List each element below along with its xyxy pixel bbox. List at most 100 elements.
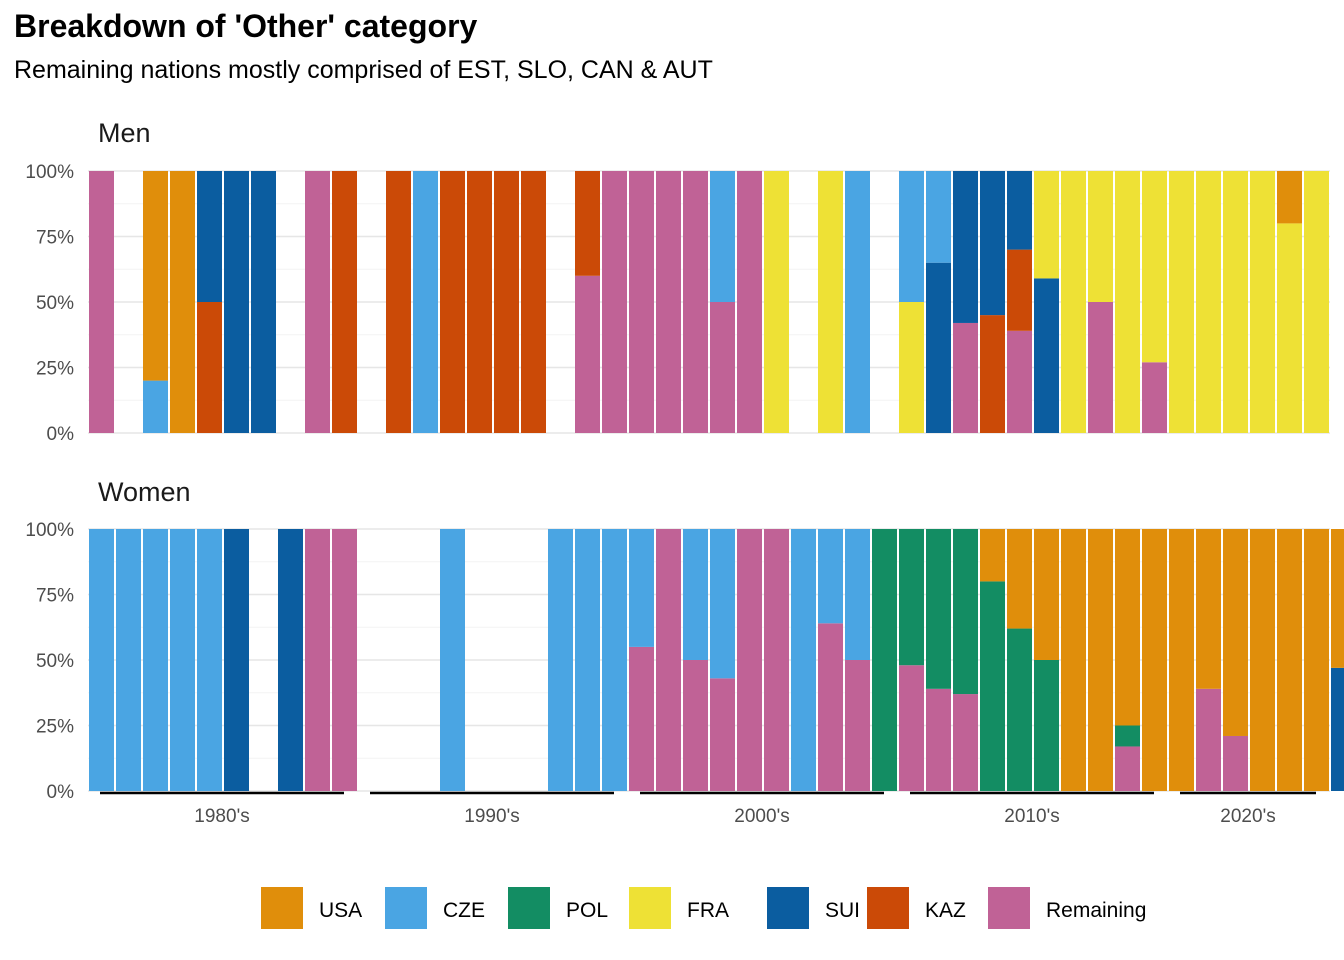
bar-segment-kaz bbox=[980, 315, 1005, 433]
bar-segment-pol bbox=[872, 529, 897, 791]
legend-label-fra: FRA bbox=[687, 899, 729, 922]
bar-segment-remaining bbox=[683, 660, 708, 791]
bar-segment-cze bbox=[89, 529, 114, 791]
legend-key-remaining bbox=[988, 887, 1030, 929]
bar-segment-kaz bbox=[1007, 249, 1032, 331]
bar-segment-fra bbox=[1088, 171, 1113, 302]
bar-segment-remaining bbox=[1223, 735, 1248, 791]
bar-segment-kaz bbox=[440, 171, 465, 433]
legend-key-sui bbox=[767, 887, 809, 929]
bar-segment-cze bbox=[791, 529, 816, 791]
bar-segment-remaining bbox=[926, 688, 951, 791]
facet-label-men: Men bbox=[98, 118, 151, 148]
chart-title: Breakdown of 'Other' category bbox=[14, 8, 478, 44]
bar-segment-usa bbox=[143, 171, 168, 381]
bar-segment-fra bbox=[1142, 171, 1167, 363]
bar-segment-cze bbox=[629, 529, 654, 647]
bar-segment-remaining bbox=[656, 529, 681, 791]
bar-segment-remaining bbox=[629, 646, 654, 791]
bar-segment-fra bbox=[1304, 171, 1329, 433]
legend-item-usa: USA bbox=[261, 887, 362, 929]
bar-segment-remaining bbox=[305, 171, 330, 433]
bar-segment-pol bbox=[1007, 628, 1032, 791]
bar-segment-sui bbox=[980, 171, 1005, 316]
bar-segment-fra bbox=[1277, 223, 1302, 433]
y-tick-label: 100% bbox=[25, 162, 74, 183]
bar-segment-usa bbox=[1223, 529, 1248, 736]
decade-label: 2000's bbox=[734, 806, 789, 827]
bar-segment-remaining bbox=[1007, 330, 1032, 433]
decade-label: 2020's bbox=[1220, 806, 1275, 827]
bar-segment-fra bbox=[1169, 171, 1194, 433]
bar-segment-sui bbox=[1007, 171, 1032, 250]
bar-segment-cze bbox=[170, 529, 195, 791]
bar-segment-fra bbox=[1223, 171, 1248, 433]
bar-segment-usa bbox=[1061, 529, 1086, 791]
bar-segment-remaining bbox=[737, 529, 762, 791]
legend-label-pol: POL bbox=[566, 899, 608, 922]
bar-segment-sui bbox=[251, 171, 276, 433]
bar-segment-cze bbox=[899, 171, 924, 302]
legend-label-cze: CZE bbox=[443, 899, 485, 922]
bar-segment-usa bbox=[980, 529, 1005, 582]
legend-key-pol bbox=[508, 887, 550, 929]
bar-segment-fra bbox=[899, 302, 924, 433]
legend-label-kaz: KAZ bbox=[925, 899, 966, 922]
y-tick-label: 50% bbox=[36, 293, 74, 314]
bar-segment-fra bbox=[818, 171, 843, 433]
bar-segment-fra bbox=[1115, 171, 1140, 433]
bar-segment-cze bbox=[683, 529, 708, 660]
bar-segment-kaz bbox=[386, 171, 411, 433]
bar-segment-kaz bbox=[332, 171, 357, 433]
chart-panels: Men 0% 25% 50% 75% 100% Women 0% 25% 50% 75% 100% bbox=[25, 118, 1344, 803]
bar-segment-sui bbox=[224, 529, 249, 791]
bar-segment-sui bbox=[926, 262, 951, 433]
bar-segment-remaining bbox=[953, 322, 978, 433]
legend-item-kaz: KAZ bbox=[867, 887, 966, 929]
bar-segment-fra bbox=[1250, 171, 1275, 433]
bar-segment-cze bbox=[710, 529, 735, 679]
bar-segment-remaining bbox=[710, 302, 735, 433]
bar-segment-remaining bbox=[737, 171, 762, 433]
legend-key-cze bbox=[385, 887, 427, 929]
bar-segment-kaz bbox=[575, 171, 600, 276]
bar-segment-cze bbox=[818, 529, 843, 624]
bar-segment-sui bbox=[197, 171, 222, 302]
bar-segment-usa bbox=[1277, 171, 1302, 224]
bar-segment-remaining bbox=[305, 529, 330, 791]
bar-segment-cze bbox=[548, 529, 573, 791]
bar-segment-fra bbox=[1061, 171, 1086, 433]
bar-segment-remaining bbox=[764, 529, 789, 791]
legend-key-usa bbox=[261, 887, 303, 929]
bar-segment-usa bbox=[1169, 529, 1194, 791]
bar-segment-pol bbox=[980, 581, 1005, 791]
legend-item-fra: FRA bbox=[629, 887, 729, 929]
panel-men: Men 0% 25% 50% 75% 100% bbox=[25, 118, 1330, 445]
bar-segment-remaining bbox=[683, 171, 708, 433]
bar-segment-remaining bbox=[818, 623, 843, 791]
y-tick-label: 0% bbox=[47, 424, 75, 445]
y-tick-label: 25% bbox=[36, 717, 74, 738]
bar-segment-remaining bbox=[710, 678, 735, 791]
bar-segment-cze bbox=[413, 171, 438, 433]
bar-segment-sui bbox=[953, 171, 978, 323]
bar-segment-sui bbox=[1331, 667, 1344, 791]
bar-segment-pol bbox=[953, 529, 978, 695]
bar-segment-sui bbox=[1034, 278, 1059, 433]
bar-segment-cze bbox=[575, 529, 600, 791]
bar-segment-sui bbox=[278, 529, 303, 791]
bar-segment-usa bbox=[170, 171, 195, 433]
y-tick-label: 0% bbox=[47, 782, 75, 803]
y-tick-label: 25% bbox=[36, 359, 74, 380]
legend-item-cze: CZE bbox=[385, 887, 485, 929]
legend-item-sui: SUI bbox=[767, 887, 860, 929]
y-tick-label: 100% bbox=[25, 520, 74, 541]
chart-subtitle: Remaining nations mostly comprised of ES… bbox=[14, 56, 713, 84]
bar-segment-remaining bbox=[1196, 688, 1221, 791]
facet-label-women: Women bbox=[98, 477, 191, 507]
bar-segment-fra bbox=[764, 171, 789, 433]
bar-segment-remaining bbox=[332, 529, 357, 791]
bar-segment-remaining bbox=[1088, 302, 1113, 433]
bar-segment-usa bbox=[1142, 529, 1167, 791]
legend-key-fra bbox=[629, 887, 671, 929]
